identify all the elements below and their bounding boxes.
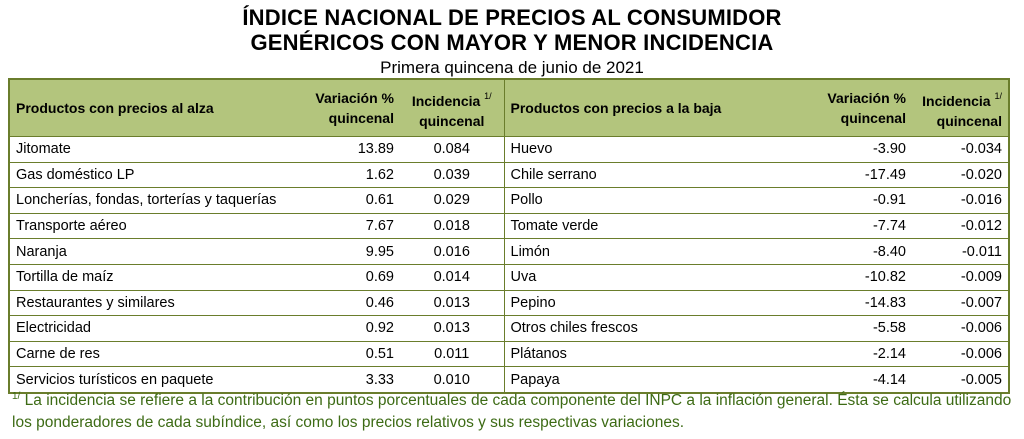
footnote: 1/ La incidencia se refiere a la contrib… [12,386,1012,434]
header-up-products: Productos con precios al alza [10,80,302,137]
header-up-incidence-line1: Incidencia [411,92,481,109]
incidence-table: Productos con precios al alza Variación … [8,78,1010,394]
up-incidence: 0.014 [400,264,505,291]
header-up-incidence-line2: quincenal [419,112,485,129]
down-product: Pepino [504,290,796,317]
up-incidence: 0.016 [400,238,505,265]
down-incidence: -0.009 [912,264,1008,291]
up-incidence: 0.013 [400,315,505,342]
up-incidence: 0.084 [400,136,505,163]
up-variation: 0.61 [302,187,400,214]
down-variation: -14.83 [796,290,912,317]
table-header-row: Productos con precios al alza Variación … [10,80,1008,137]
header-up-variation: Variación % quincenal [302,80,400,137]
up-incidence: 0.029 [400,187,505,214]
up-incidence: 0.013 [400,290,505,317]
header-down-note-mark: 1/ [994,90,1002,101]
table-row: Carne de res 0.51 0.011 Plátanos -2.14 -… [10,341,1008,368]
down-variation: -4.14 [872,371,906,388]
table-row: Transporte aéreo 7.67 0.018 Tomate verde… [10,213,1008,240]
up-incidence: 0.018 [400,213,505,240]
down-product: Uva [504,264,796,291]
up-variation: 1.62 [302,162,400,189]
down-incidence: -0.007 [912,290,1008,317]
table-row: Electricidad 0.92 0.013 Otros chiles fre… [10,315,1008,342]
down-product: Pollo [504,187,796,214]
down-incidence: -0.011 [912,238,1008,265]
up-incidence: 0.011 [400,341,505,368]
down-product: Otros chiles frescos [504,315,796,342]
table-row: Tortilla de maíz 0.69 0.014 Uva -10.82 -… [10,264,1008,291]
table-row: Jitomate 13.89 0.084 Huevo -3.90 -0.034 [10,136,1008,163]
down-incidence: -0.005 [960,371,1002,388]
table-row: Naranja 9.95 0.016 Limón -8.40 -0.011 [10,238,1008,265]
down-variation: -5.58 [796,315,912,342]
up-product: Jitomate [10,136,302,163]
title-line-1: ÍNDICE NACIONAL DE PRECIOS AL CONSUMIDOR [242,5,782,30]
up-variation: 0.46 [302,290,400,317]
up-incidence: 0.010 [400,366,505,392]
up-incidence: 0.039 [400,162,505,189]
down-incidence: -0.006 [912,315,1008,342]
subtitle: Primera quincena de junio de 2021 [380,58,644,77]
down-incidence: -0.016 [912,187,1008,214]
down-variation: -10.82 [796,264,912,291]
header-up-variation-line1: Variación % [315,90,394,106]
up-product: Restaurantes y similares [10,290,302,317]
header-down-incidence-line2: quincenal [936,112,1002,129]
header-down-incidence-line1: Incidencia [922,92,991,109]
up-product: Carne de res [10,341,302,368]
up-product: Electricidad [10,315,302,342]
header-down-incidence: Incidencia 1/ quincenal [912,80,1008,137]
down-incidence: -0.020 [912,162,1008,189]
header-down-variation-line2: quincenal [840,110,906,126]
header-up-note-mark: 1/ [484,90,492,101]
up-variation: 13.89 [302,136,400,163]
down-product: Plátanos [504,341,796,368]
up-variation: 7.67 [302,213,400,240]
footnote-mark: 1/ [12,391,21,402]
table-row: Servicios turísticos en paquete 3.33 0.0… [10,366,1008,392]
header-up-variation-line2: quincenal [328,110,394,126]
up-variation: 0.92 [302,315,400,342]
up-variation: 0.69 [302,264,400,291]
up-variation: 0.51 [302,341,400,368]
up-variation: 3.33 [365,371,394,388]
down-product: Chile serrano [504,162,796,189]
down-incidence: -0.006 [912,341,1008,368]
up-product: Tortilla de maíz [10,264,302,291]
down-variation: -3.90 [796,136,912,163]
up-product: Gas doméstico LP [10,162,302,189]
header-down-products: Productos con precios a la baja [504,80,796,137]
table-row: Gas doméstico LP 1.62 0.039 Chile serran… [10,162,1008,189]
up-variation: 9.95 [302,238,400,265]
down-product: Huevo [504,136,796,163]
header-down-variation-line1: Variación % [827,90,906,106]
down-incidence: -0.034 [912,136,1008,163]
down-product: Limón [504,238,796,265]
up-product: Naranja [10,238,302,265]
header-down-variation: Variación % quincenal [796,80,912,137]
table-row: Restaurantes y similares 0.46 0.013 Pepi… [10,290,1008,317]
up-product: Transporte aéreo [10,213,302,240]
down-variation: -2.14 [796,341,912,368]
title-line-2: GENÉRICOS CON MAYOR Y MENOR INCIDENCIA [250,30,774,55]
down-variation: -7.74 [796,213,912,240]
down-incidence: -0.012 [912,213,1008,240]
down-product: Papaya [510,371,560,388]
down-variation: -8.40 [796,238,912,265]
down-variation: -0.91 [796,187,912,214]
up-product: Servicios turísticos en paquete [16,371,214,388]
up-product: Loncherías, fondas, torterías y taquería… [10,187,302,214]
header-up-incidence: Incidencia 1/ quincenal [400,80,505,137]
table-row: Loncherías, fondas, torterías y taquería… [10,187,1008,214]
down-product: Tomate verde [504,213,796,240]
footnote-text: La incidencia se refiere a la contribuci… [12,392,1012,431]
down-variation: -17.49 [796,162,912,189]
